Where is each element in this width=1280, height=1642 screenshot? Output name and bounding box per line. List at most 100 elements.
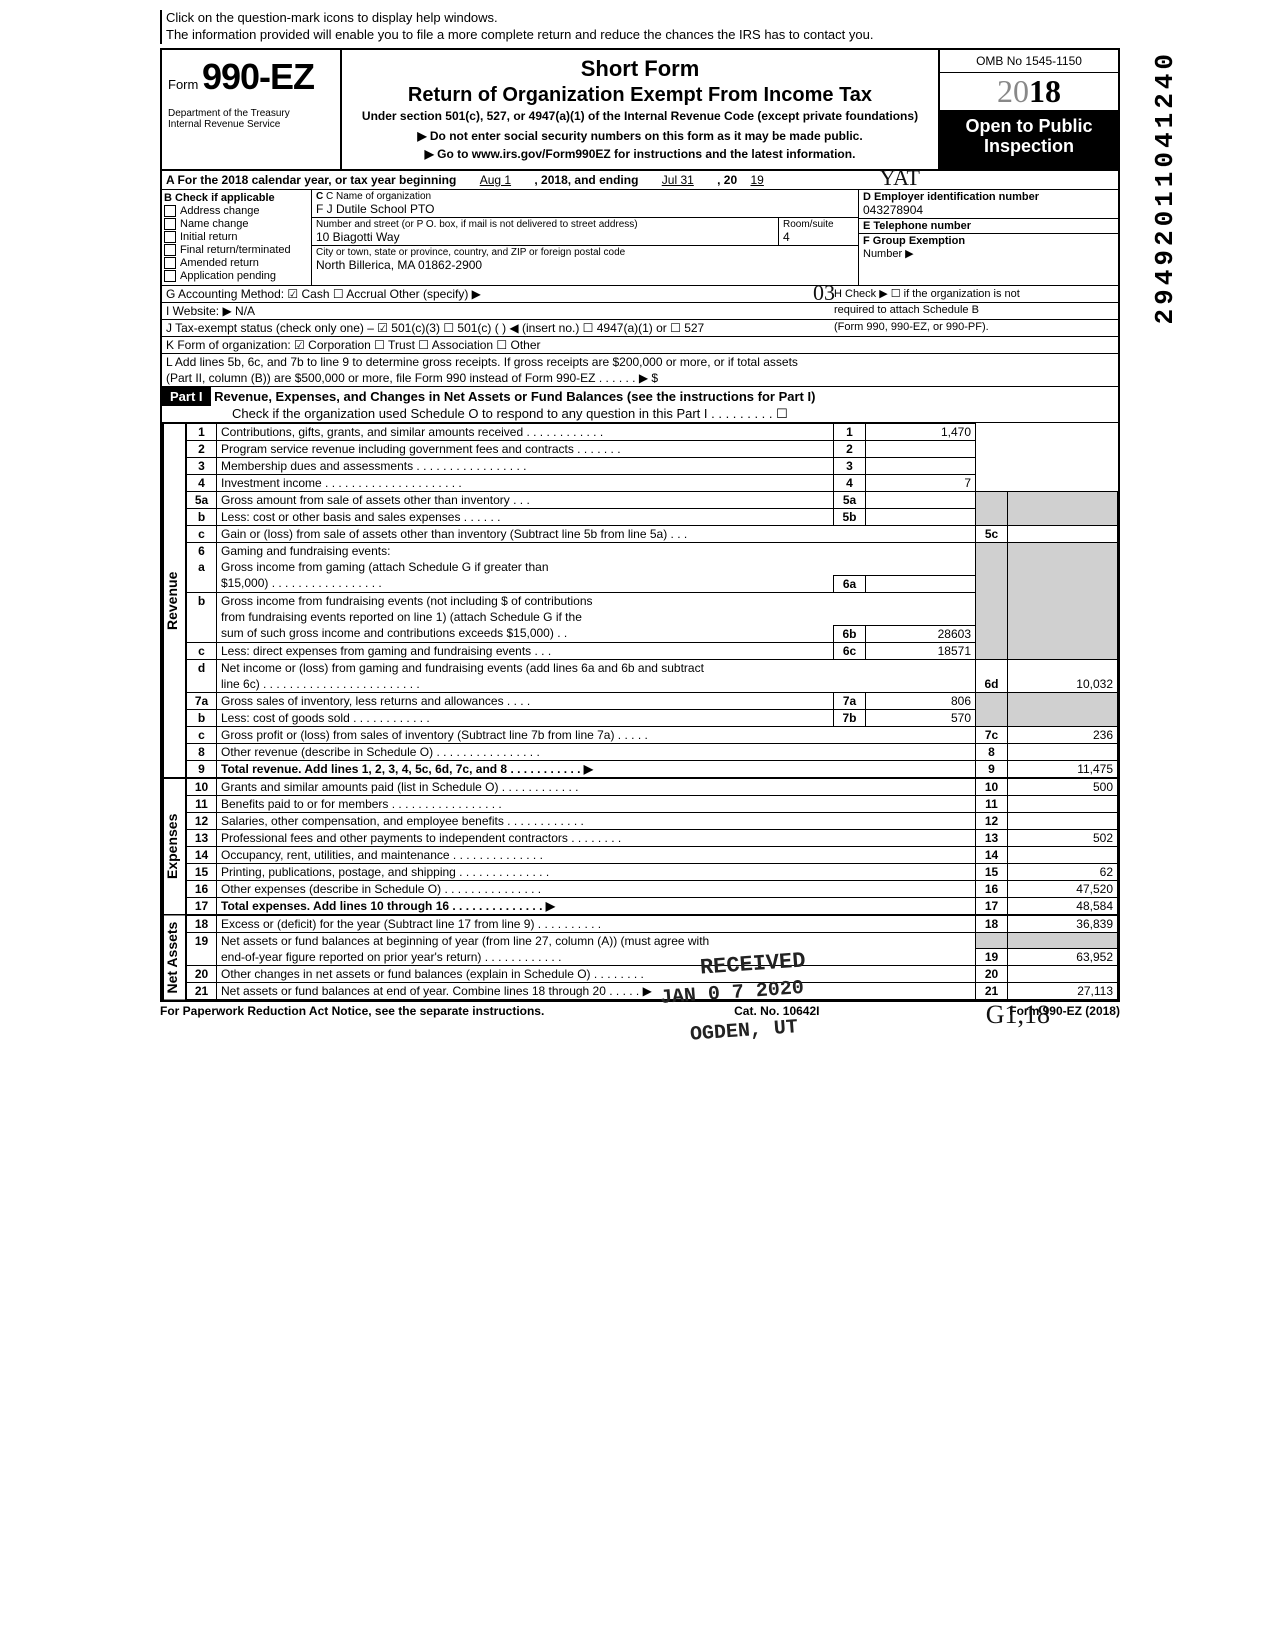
dept-treasury: Department of the Treasury (168, 108, 334, 119)
chk-pending[interactable] (164, 270, 176, 282)
l19-val: 63,952 (1008, 949, 1118, 966)
part1-header: Part I Revenue, Expenses, and Changes in… (162, 387, 1118, 423)
ein: 043278904 (863, 203, 923, 217)
l17-desc: Total expenses. Add lines 10 through 16 … (221, 899, 555, 913)
l6b-d3: sum of such gross income and contributio… (217, 625, 834, 642)
under-section: Under section 501(c), 527, or 4947(a)(1)… (350, 109, 930, 123)
row-a-tail: , 20 (717, 173, 737, 187)
street-label: Number and street (or P O. box, if mail … (316, 219, 774, 230)
chk-final[interactable] (164, 244, 176, 256)
l2-val (866, 440, 976, 457)
open-line2: Inspection (984, 136, 1074, 156)
l6c-sv: 18571 (866, 642, 976, 659)
netassets-table: 18Excess or (deficit) for the year (Subt… (186, 915, 1118, 1001)
row-h2: required to attach Schedule B (834, 304, 1114, 318)
l6b-d2: from fundraising events reported on line… (217, 609, 976, 626)
revenue-table: 1Contributions, gifts, grants, and simil… (186, 423, 1118, 778)
row-j: J Tax-exempt status (check only one) – ☑… (162, 320, 1118, 337)
part1-check: Check if the organization used Schedule … (162, 406, 788, 421)
row-i-text: I Website: ▶ N/A (166, 304, 834, 318)
ein-label: D Employer identification number (863, 191, 1039, 203)
revenue-section: Revenue 1Contributions, gifts, grants, a… (162, 423, 1118, 778)
side-revenue: Revenue (162, 423, 186, 778)
footer: For Paperwork Reduction Act Notice, see … (160, 1002, 1120, 1020)
phone-label: E Telephone number (863, 220, 971, 232)
stamp-ogden: OGDEN, UT (689, 1016, 798, 1046)
row-a-begin: Aug 1 (460, 173, 531, 187)
col-b: B Check if applicable Address change Nam… (162, 190, 312, 285)
city-label: City or town, state or province, country… (316, 247, 854, 258)
l3-val (866, 457, 976, 474)
org-room: 4 (783, 230, 854, 244)
form-prefix: Form (168, 77, 198, 92)
hand-initials: YAT (880, 165, 920, 191)
help-text: Click on the question-mark icons to disp… (160, 10, 1120, 44)
dept-irs: Internal Revenue Service (168, 119, 334, 130)
c-name-label: C Name of organization (326, 191, 431, 202)
tax-year: 2018 (940, 73, 1118, 111)
l16-desc: Other expenses (describe in Schedule O) … (217, 880, 976, 897)
row-l2-text: (Part II, column (B)) are $500,000 or mo… (166, 371, 1114, 385)
goto-line: ▶ Go to www.irs.gov/Form990EZ for instru… (350, 147, 930, 161)
l6c-desc: Less: direct expenses from gaming and fu… (217, 642, 834, 659)
l7a-sv: 806 (866, 692, 976, 709)
header-row: Form 990-EZ Department of the Treasury I… (162, 50, 1118, 171)
hand-curly: 03 (813, 280, 835, 306)
right-box: OMB No 1545-1150 2018 Open to Public Ins… (938, 50, 1118, 169)
l6c-sn: 6c (834, 642, 866, 659)
l10-desc: Grants and similar amounts paid (list in… (217, 778, 976, 795)
l18-desc: Excess or (deficit) for the year (Subtra… (217, 915, 976, 932)
ssn-warning: ▶ Do not enter social security numbers o… (350, 129, 930, 143)
l14-desc: Occupancy, rent, utilities, and maintena… (217, 846, 976, 863)
chk-initial[interactable] (164, 231, 176, 243)
org-street: 10 Biagotti Way (316, 230, 774, 244)
l12-val (1008, 812, 1118, 829)
lbl-pending: Application pending (180, 270, 276, 282)
l7b-sv: 570 (866, 709, 976, 726)
l6b-sv: 28603 (866, 625, 976, 642)
l16-val: 47,520 (1008, 880, 1118, 897)
l9-desc: Total revenue. Add lines 1, 2, 3, 4, 5c,… (221, 762, 593, 776)
l5a-sv (866, 491, 976, 508)
l5a-desc: Gross amount from sale of assets other t… (217, 491, 834, 508)
group-label: F Group Exemption (863, 235, 965, 247)
l7b-sn: 7b (834, 709, 866, 726)
header-grid: B Check if applicable Address change Nam… (162, 190, 1118, 286)
form-container: Form 990-EZ Department of the Treasury I… (160, 48, 1120, 1003)
l18-val: 36,839 (1008, 915, 1118, 932)
row-j-text: J Tax-exempt status (check only one) – ☑… (166, 321, 834, 335)
l5c-desc: Gain or (loss) from sale of assets other… (217, 525, 976, 542)
expenses-section: Expenses 10Grants and similar amounts pa… (162, 778, 1118, 915)
row-l1: L Add lines 5b, 6c, and 7b to line 9 to … (162, 354, 1118, 370)
l11-val (1008, 795, 1118, 812)
footer-left: For Paperwork Reduction Act Notice, see … (160, 1004, 544, 1018)
l5b-sn: 5b (834, 508, 866, 525)
chk-name[interactable] (164, 218, 176, 230)
l7a-desc: Gross sales of inventory, less returns a… (217, 692, 834, 709)
l15-desc: Printing, publications, postage, and shi… (217, 863, 976, 880)
open-line1: Open to Public (965, 116, 1092, 136)
group-label2: Number ▶ (863, 248, 914, 260)
l5c-val (1008, 525, 1118, 542)
l20-desc: Other changes in net assets or fund bala… (217, 966, 976, 983)
l5b-desc: Less: cost or other basis and sales expe… (217, 508, 834, 525)
netassets-section: Net Assets 18Excess or (deficit) for the… (162, 915, 1118, 1001)
short-form-title: Short Form (350, 56, 930, 82)
chk-address[interactable] (164, 205, 176, 217)
form-number: 990-EZ (202, 56, 314, 97)
side-net: Net Assets (162, 915, 186, 1001)
l6b-sn: 6b (834, 625, 866, 642)
dln-number: 29492011041240 (1150, 50, 1180, 324)
row-l1-text: L Add lines 5b, 6c, and 7b to line 9 to … (166, 355, 1114, 369)
l6b-d1: Gross income from fundraising events (no… (217, 592, 976, 609)
chk-amended[interactable] (164, 257, 176, 269)
return-title: Return of Organization Exempt From Incom… (350, 84, 930, 107)
l7c-desc: Gross profit or (loss) from sales of inv… (217, 726, 976, 743)
l5a-sn: 5a (834, 491, 866, 508)
room-label: Room/suite (783, 219, 854, 230)
l10-val: 500 (1008, 778, 1118, 795)
org-name: F J Dutile School PTO (316, 202, 854, 216)
row-g: G Accounting Method: ☑ Cash ☐ Accrual Ot… (162, 286, 1118, 303)
form-page: Click on the question-mark icons to disp… (160, 10, 1120, 1020)
row-h1: H Check ▶ ☐ if the organization is not (834, 287, 1114, 301)
